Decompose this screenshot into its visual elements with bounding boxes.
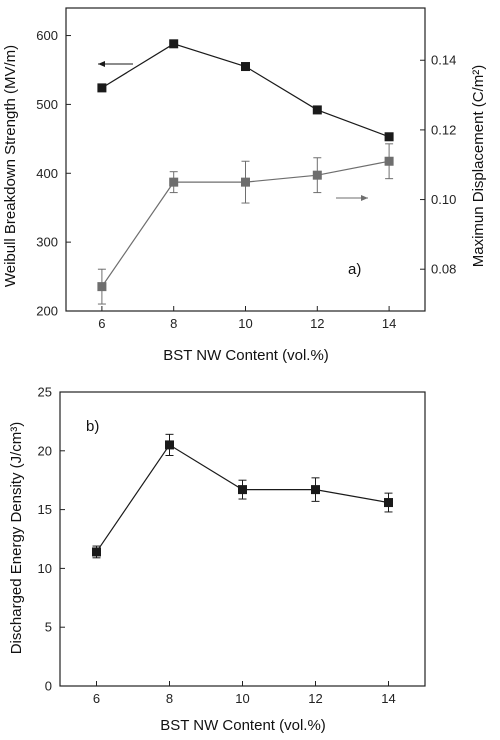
x-tick-label: 14	[381, 691, 395, 706]
y-tick-label: 0	[45, 679, 52, 694]
plot-frame	[59, 391, 426, 687]
panel-b-y-axis-title: Discharged Energy Density (J/cm³)	[8, 422, 25, 655]
plot-frame	[65, 7, 426, 312]
left-y-tick-label: 200	[36, 304, 58, 319]
x-tick-label: 8	[170, 316, 177, 331]
x-tick-label: 10	[238, 316, 252, 331]
panel-a-chart: Weibull Breakdown Strength (MV/m) Maximu…	[2, 7, 487, 364]
series-1-point	[241, 62, 250, 72]
series-2-point	[169, 177, 179, 187]
energy-density-point	[165, 440, 174, 450]
energy-density-point	[238, 485, 247, 495]
right-y-tick-label: 0.12	[431, 122, 456, 137]
panel-b-chart: Discharged Energy Density (J/cm³) BST NW…	[8, 385, 426, 734]
panel-a-left-axis-title: Weibull Breakdown Strength (MV/m)	[2, 45, 19, 287]
right-y-tick-label: 0.08	[431, 262, 456, 277]
right-y-tick-label: 0.10	[431, 192, 456, 207]
x-tick-label: 6	[98, 316, 105, 331]
right-y-tick-label: 0.14	[431, 53, 456, 68]
panel-a-x-axis-title: BST NW Content (vol.%)	[163, 347, 329, 364]
energy-density-point	[311, 485, 320, 495]
x-tick-label: 14	[382, 316, 396, 331]
series-1-point	[312, 105, 322, 115]
x-tick-label: 12	[308, 691, 322, 706]
series-2-point	[384, 156, 394, 166]
left-y-tick-label: 300	[36, 235, 58, 250]
energy-density-point	[384, 498, 393, 508]
series-2-point	[312, 170, 322, 180]
left-y-tick-label: 500	[36, 97, 58, 112]
series-2-point	[97, 282, 107, 292]
left-y-tick-label: 400	[36, 166, 58, 181]
panel-b-x-axis-title: BST NW Content (vol.%)	[160, 717, 326, 734]
left-axis-arrow-head	[98, 61, 105, 67]
series-1-point	[169, 39, 179, 49]
series-2-point	[241, 177, 250, 187]
panel-b-label: b)	[86, 418, 99, 435]
x-tick-label: 8	[166, 691, 173, 706]
series-1-point	[97, 83, 107, 93]
energy-density-point	[92, 547, 101, 557]
panel-a-label: a)	[348, 261, 361, 278]
y-tick-label: 5	[45, 620, 52, 635]
y-tick-label: 10	[38, 561, 52, 576]
x-tick-label: 10	[235, 691, 249, 706]
y-tick-label: 15	[38, 502, 52, 517]
series-1-line	[101, 43, 390, 138]
y-tick-label: 20	[38, 443, 52, 458]
panel-a-right-axis-title: Maximun Displacement (C/m²)	[470, 65, 487, 268]
y-tick-label: 25	[38, 385, 52, 400]
series-1-point	[384, 132, 394, 142]
left-y-tick-label: 600	[36, 28, 58, 43]
x-tick-label: 12	[310, 316, 324, 331]
right-axis-arrow-head	[361, 195, 368, 201]
x-tick-label: 6	[93, 691, 100, 706]
